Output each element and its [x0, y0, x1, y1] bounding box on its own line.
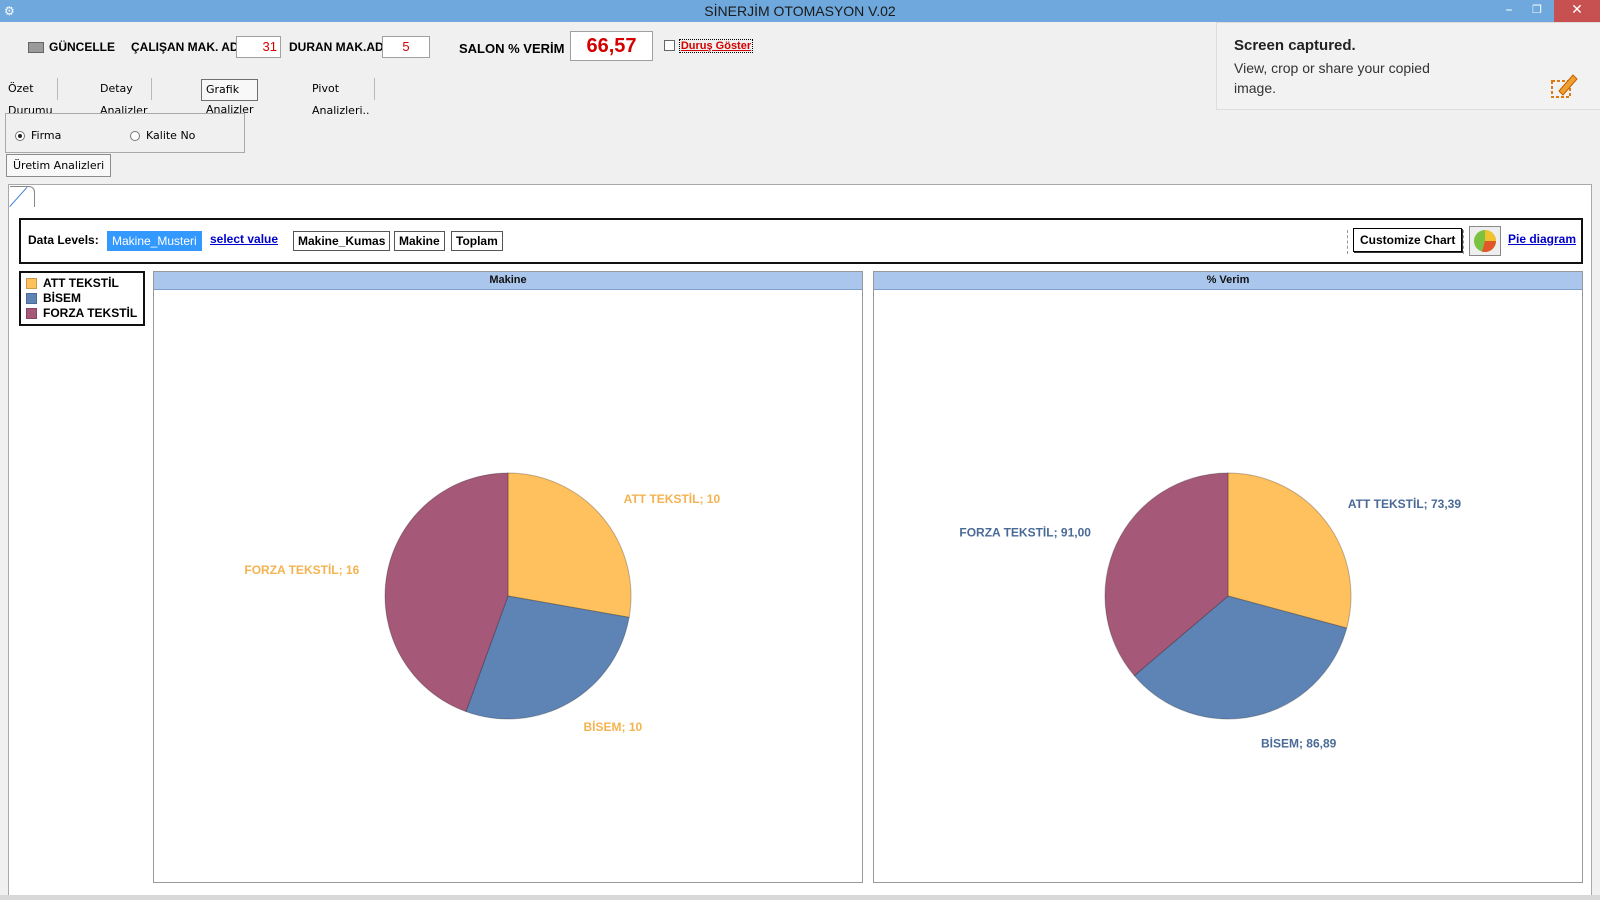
tab-ozet-durumu[interactable]: Özet Durumu	[4, 78, 58, 117]
pie-diagram-link[interactable]: Pie diagram	[1508, 232, 1577, 246]
pie-slice-bi̇sem[interactable]	[1133, 595, 1348, 720]
stopped-machines-label: DURAN MAK.AD.	[289, 40, 387, 54]
pie-data-label: FORZA TEKSTİL; 91,00	[959, 525, 1091, 540]
chart-legend: ATT TEKSTİL BİSEM FORZA TEKSTİL	[19, 271, 145, 326]
checkbox-icon	[664, 40, 675, 51]
working-machines-value: 31	[236, 36, 281, 58]
efficiency-label: SALON % VERİM	[459, 41, 565, 56]
legend-swatch	[26, 293, 37, 305]
level-makine-musteri[interactable]: Makine_Musteri	[107, 231, 202, 251]
title-bar: ⚙ SİNERJİM OTOMASYON V.02 – ❐ ✕	[0, 0, 1600, 22]
pie-chart-makine: ATT TEKSTİL; 10 BİSEM; 10 FORZA TEKSTİL; 1…	[244, 472, 721, 734]
pie-data-label: ATT TEKSTİL; 73,39	[1348, 496, 1461, 511]
chart-title: % Verim	[874, 272, 1582, 290]
pie-slice-att-teksti̇l[interactable]	[1227, 472, 1352, 629]
level-makine-kumas[interactable]: Makine_Kumas	[293, 231, 391, 251]
legend-label: BİSEM	[43, 291, 82, 305]
data-levels-label: Data Levels:	[28, 233, 99, 247]
radio-unchecked-icon	[130, 131, 140, 141]
level-makine[interactable]: Makine	[394, 231, 445, 251]
window-title: SİNERJİM OTOMASYON V.02	[704, 3, 896, 19]
app-icon[interactable]: ⚙	[4, 4, 15, 18]
restore-button[interactable]: ❐	[1532, 3, 1542, 16]
chart-verim: % Verim ATT TEKSTİL; 73,39 BİSEM; 86,89 FO…	[873, 271, 1583, 883]
legend-item: ATT TEKSTİL	[26, 276, 119, 290]
pie-slice-forza-teksti̇l[interactable]	[1104, 472, 1229, 677]
tab-grafik-analizler[interactable]: Grafik Analizler	[201, 79, 259, 116]
toolbar: GÜNCELLE ÇALIŞAN MAK. AD. 31 DURAN MAK.A…	[0, 22, 1600, 72]
tab-detay-analizler[interactable]: Detay Analizler	[96, 78, 153, 117]
radio-checked-icon	[15, 131, 25, 141]
legend-label: ATT TEKSTİL	[43, 276, 119, 290]
legend-item: FORZA TEKSTİL	[26, 306, 137, 320]
pie-slice-bi̇sem[interactable]	[465, 595, 630, 720]
downtime-checkbox[interactable]: Duruş Göster	[664, 38, 754, 53]
level-toplam[interactable]: Toplam	[451, 231, 503, 251]
toast-title: Screen captured.	[1234, 37, 1356, 54]
radio-firma[interactable]: Firma	[15, 129, 61, 142]
minimize-button[interactable]: –	[1505, 2, 1513, 18]
pie-data-label: BİSEM; 86,89	[1261, 735, 1337, 750]
update-label: GÜNCELLE	[49, 40, 115, 54]
legend-swatch	[26, 308, 37, 320]
legend-label: FORZA TEKSTİL	[43, 306, 138, 320]
tab-pivot-analizleri[interactable]: Pivot Analizleri..	[308, 78, 375, 117]
chart-makine: Makine ATT TEKSTİL; 10 BİSEM; 10 FORZA TEK…	[153, 271, 863, 883]
customize-chart-button[interactable]: Customize Chart	[1353, 228, 1463, 252]
pie-data-label: ATT TEKSTİL; 10	[624, 491, 721, 506]
close-button[interactable]: ✕	[1554, 0, 1600, 22]
pie-data-label: BİSEM; 10	[584, 719, 643, 734]
working-machines-label: ÇALIŞAN MAK. AD.	[131, 40, 242, 54]
toast-body: View, crop or share your copied image.	[1234, 60, 1430, 96]
status-bar	[0, 895, 1600, 900]
efficiency-value: 66,57	[570, 31, 653, 61]
tab-uretim-analizleri[interactable]: Üretim Analizleri	[6, 154, 112, 177]
stopped-machines-value: 5	[382, 36, 430, 58]
radio-kalite-label: Kalite No	[146, 129, 196, 142]
pie-slice-forza-teksti̇l[interactable]	[384, 472, 509, 713]
chart-title: Makine	[154, 272, 862, 290]
divider	[1347, 230, 1348, 254]
update-button[interactable]: GÜNCELLE	[28, 40, 115, 54]
pie-diagram-icon[interactable]	[1469, 226, 1501, 256]
select-value-link[interactable]: select value	[210, 232, 279, 246]
pie-data-label: FORZA TEKSTİL; 16	[244, 562, 359, 577]
grouping-radio-group: Firma Kalite No	[5, 113, 245, 153]
legend-item: BİSEM	[26, 291, 81, 305]
data-levels-bar: Data Levels: Makine_Musteri select value…	[19, 218, 1583, 264]
radio-firma-label: Firma	[31, 129, 62, 142]
panel-tab[interactable]	[10, 186, 35, 207]
screen-captured-toast[interactable]: Screen captured. View, crop or share you…	[1216, 22, 1600, 110]
radio-kalite-no[interactable]: Kalite No	[130, 129, 195, 142]
pie-slice-att-teksti̇l[interactable]	[507, 472, 632, 618]
pie-chart-verim: ATT TEKSTİL; 73,39 BİSEM; 86,89 FORZA TEKS…	[959, 472, 1461, 750]
refresh-icon	[28, 42, 44, 54]
divider	[1463, 230, 1464, 254]
legend-swatch	[26, 278, 37, 290]
snip-edit-icon	[1551, 74, 1578, 98]
downtime-label: Duruş Göster	[678, 39, 754, 53]
